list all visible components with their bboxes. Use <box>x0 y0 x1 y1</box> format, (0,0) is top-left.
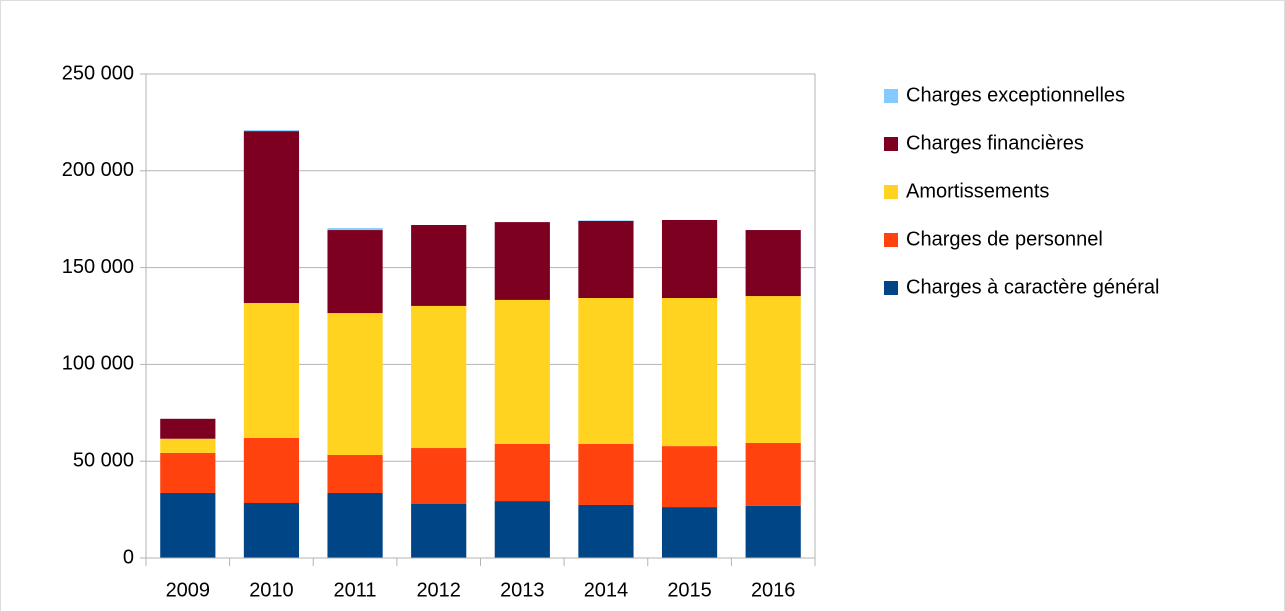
bar-segment <box>745 505 801 558</box>
x-tick-label: 2010 <box>249 579 294 601</box>
bar-segment <box>578 504 634 558</box>
bar-segment <box>243 437 300 504</box>
bar-segment <box>494 501 550 558</box>
bar-segment <box>745 230 801 297</box>
bar-segment <box>327 228 383 231</box>
legend-swatch <box>884 233 898 247</box>
legend-swatch <box>884 137 898 151</box>
legend-label: Charges exceptionnelles <box>906 84 1125 106</box>
bar-segment <box>411 503 467 558</box>
legend-swatch <box>884 89 898 103</box>
bar-segment <box>160 418 216 439</box>
legend-label: Charges à caractère général <box>906 276 1159 298</box>
bar-segment <box>578 297 634 444</box>
legend-label: Amortissements <box>906 180 1049 202</box>
bar-segment <box>411 225 467 306</box>
bar-segment <box>494 443 550 502</box>
y-tick-label: 200 000 <box>62 159 134 181</box>
x-tick-label: 2015 <box>667 579 712 601</box>
x-tick-label: 2012 <box>416 579 461 601</box>
bar-segment <box>661 219 718 298</box>
y-tick-label: 250 000 <box>62 62 134 84</box>
bar-segment <box>661 297 718 447</box>
bar-segment <box>578 443 634 505</box>
legend-swatch <box>884 185 898 199</box>
bar-segment <box>243 131 300 304</box>
x-tick-label: 2009 <box>166 579 211 601</box>
bar-segment <box>494 222 550 300</box>
bar-segment <box>243 130 300 132</box>
y-tick-label: 0 <box>123 546 134 568</box>
bar-segment <box>578 220 634 221</box>
y-tick-label: 50 000 <box>73 449 134 471</box>
bar-segment <box>578 220 634 298</box>
bar-segment <box>745 443 801 506</box>
bar-segment <box>411 448 467 504</box>
bar-segment <box>243 503 300 558</box>
bar-segment <box>494 299 550 444</box>
x-tick-label: 2016 <box>751 579 796 601</box>
legend-label: Charges de personnel <box>906 228 1103 250</box>
bar-segment <box>243 303 300 438</box>
y-tick-label: 150 000 <box>62 256 134 278</box>
bar-segment <box>411 305 467 449</box>
bar-segment <box>327 455 383 493</box>
legend-label: Charges financières <box>906 132 1084 154</box>
bar-segment <box>745 296 801 444</box>
x-tick-label: 2014 <box>584 579 629 601</box>
legend-swatch <box>884 281 898 295</box>
bar-segment <box>327 230 383 314</box>
bar-segment <box>661 446 718 508</box>
bar-segment <box>327 313 383 456</box>
x-tick-label: 2011 <box>334 579 377 601</box>
bar-segment <box>160 492 216 558</box>
y-tick-label: 100 000 <box>62 353 134 375</box>
bar-segment <box>661 507 718 558</box>
bar-segment <box>327 492 383 558</box>
x-tick-label: 2013 <box>500 579 545 601</box>
bar-segment <box>160 452 216 493</box>
bar-segment <box>160 438 216 453</box>
